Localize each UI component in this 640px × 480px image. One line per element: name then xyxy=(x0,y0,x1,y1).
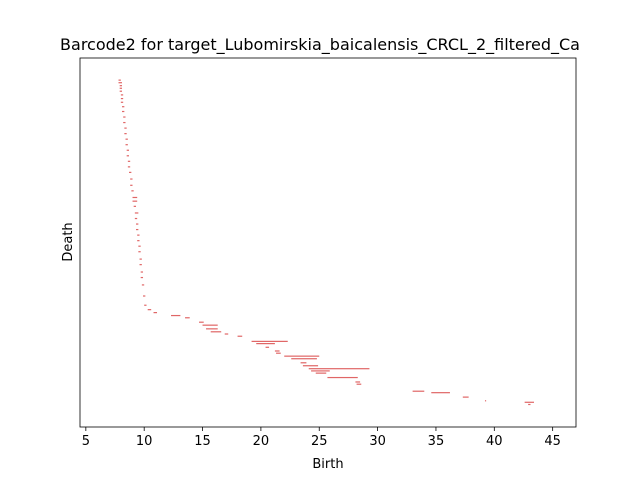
barcode-bar xyxy=(139,264,142,266)
barcode-bar xyxy=(210,331,222,333)
barcode-bar xyxy=(462,396,469,398)
barcode-bar xyxy=(119,85,123,87)
barcode-bar xyxy=(308,368,370,370)
barcode-bar xyxy=(140,276,144,279)
barcode-bar xyxy=(139,258,142,260)
barcode-bar xyxy=(122,106,125,108)
barcode-bar xyxy=(138,245,141,247)
barcode-bar xyxy=(224,333,229,335)
barcode-bar xyxy=(355,381,361,383)
chart-title: Barcode2 for target_Lubomirskia_baicalen… xyxy=(60,35,580,55)
barcode-bar xyxy=(311,370,330,372)
x-tick-label: 15 xyxy=(194,434,211,449)
barcode-bar xyxy=(120,101,124,103)
barcode-bar xyxy=(118,79,121,81)
barcode-bar xyxy=(206,328,218,330)
x-axis-ticks: 5 10 15 20 25 30 35 40 45 xyxy=(82,427,561,449)
barcode-bar xyxy=(124,127,127,129)
x-tick-label: 35 xyxy=(428,434,445,449)
barcode-bar xyxy=(185,317,190,319)
barcode-bar xyxy=(134,217,138,220)
barcode-bar xyxy=(137,240,140,242)
barcode-bar xyxy=(171,314,181,317)
barcode-bar xyxy=(143,295,146,297)
barcode-bar xyxy=(144,304,147,306)
y-axis-label: Death xyxy=(61,222,76,261)
barcode-bar xyxy=(251,340,288,342)
barcode-bar xyxy=(132,196,138,199)
barcode-bar xyxy=(274,350,280,352)
barcode-bar xyxy=(431,392,450,394)
barcode-bar xyxy=(136,223,139,225)
barcode-bar xyxy=(412,390,425,392)
barcode-bar xyxy=(125,144,128,146)
barcode-bar xyxy=(276,352,281,354)
barcode-bar xyxy=(141,284,145,286)
x-tick-label: 45 xyxy=(544,434,561,449)
barcode-bar xyxy=(120,94,124,96)
barcode-bar xyxy=(134,212,139,214)
x-axis-label: Birth xyxy=(312,457,343,472)
barcode-bar xyxy=(127,166,131,168)
barcode-bar xyxy=(119,87,123,89)
barcode-bar xyxy=(147,309,152,311)
barcode-bar xyxy=(138,251,141,253)
barcode-bar xyxy=(131,190,134,192)
barcode-bar xyxy=(315,372,327,374)
barcode-bar xyxy=(125,138,128,140)
barcode-bar xyxy=(140,271,144,273)
barcode-bar xyxy=(300,362,307,364)
bars-group xyxy=(118,79,534,406)
barcode-bar xyxy=(126,155,130,157)
barcode-bar xyxy=(118,82,123,84)
barcode-bar xyxy=(133,205,137,207)
barcode-bar xyxy=(123,116,126,118)
barcode-bar xyxy=(528,403,531,406)
barcode-bar xyxy=(126,149,130,151)
barcode-bar xyxy=(132,200,138,202)
barcode-bar xyxy=(130,184,133,186)
x-tick-label: 5 xyxy=(82,434,90,449)
barcode-bar xyxy=(237,335,243,337)
barcode-bar xyxy=(199,321,204,323)
x-tick-label: 10 xyxy=(136,434,153,449)
barcode-bar xyxy=(137,234,140,236)
barcode-bar xyxy=(129,171,132,173)
barcode-bar xyxy=(291,358,317,360)
barcode-bar xyxy=(130,178,133,180)
barcode-bar xyxy=(484,400,487,402)
barcode-bar xyxy=(265,346,270,348)
barcode-bar xyxy=(123,121,126,124)
barcode-bar xyxy=(302,365,319,367)
barcode-bar xyxy=(120,97,124,100)
barcode-bar xyxy=(122,110,125,113)
barcode-bar xyxy=(136,228,139,231)
plot-area xyxy=(80,58,576,427)
barcode-bar xyxy=(119,90,123,92)
barcode-bar xyxy=(202,324,218,326)
x-tick-label: 30 xyxy=(369,434,386,449)
plot-frame xyxy=(79,57,577,428)
barcode-bar xyxy=(356,383,362,385)
barcode-bar xyxy=(127,160,131,162)
barcode-bar xyxy=(524,401,534,403)
barcode-bar xyxy=(256,343,275,345)
barcode-bar xyxy=(284,355,320,357)
x-tick-label: 40 xyxy=(486,434,503,449)
x-tick-label: 20 xyxy=(253,434,270,449)
x-tick-label: 25 xyxy=(311,434,328,449)
barcode-bar xyxy=(327,376,358,379)
barcode-bar xyxy=(124,133,127,135)
barcode-bar xyxy=(153,312,158,314)
